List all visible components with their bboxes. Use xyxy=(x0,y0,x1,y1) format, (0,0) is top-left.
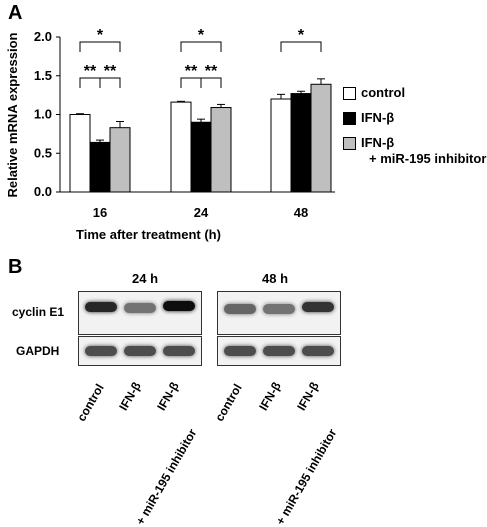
blot-time-24h: 24 h xyxy=(132,271,158,286)
y-axis-title: Relative mRNA expression xyxy=(5,32,20,197)
x-axis-title: Time after treatment (h) xyxy=(76,227,487,242)
band-cyclin-24-ifn-inhibitor xyxy=(163,301,195,311)
x-tick-label-48: 48 xyxy=(294,205,308,220)
bar-48-s2 xyxy=(311,84,331,192)
legend-item-control: control xyxy=(343,86,486,108)
lane-label-48-ifn: IFN-β xyxy=(257,380,284,414)
lane-label-48-control: control xyxy=(213,382,245,424)
sig-label-1: ** xyxy=(84,63,97,80)
panel-b-label: B xyxy=(8,256,22,279)
x-tick-label-24: 24 xyxy=(194,205,209,220)
legend-swatch-ifn-inhibitor xyxy=(343,137,356,150)
legend-swatch-control xyxy=(343,87,356,100)
y-tick-label-3: 1.5 xyxy=(34,68,52,83)
sig-label-3: * xyxy=(198,27,205,44)
legend-label-ifn: IFN-β xyxy=(361,110,394,125)
blot-time-48h: 48 h xyxy=(262,271,288,286)
sig-label-5: ** xyxy=(205,63,218,80)
blot-row-label-cyclin: cyclin E1 xyxy=(12,305,64,319)
band-cyclin-48-control xyxy=(224,304,256,314)
bar-24-s1 xyxy=(191,122,211,192)
band-gapdh-48-ifn-inhibitor xyxy=(302,346,334,356)
band-gapdh-24-ifn-inhibitor xyxy=(163,346,195,356)
lane-label-24-ifn: IFN-β xyxy=(117,380,144,414)
y-tick-label-1: 0.5 xyxy=(34,145,52,160)
legend-item-ifn: IFN-β xyxy=(343,111,486,133)
sig-label-6: * xyxy=(298,27,305,44)
band-cyclin-24-ifn xyxy=(124,303,156,313)
sig-label-0: * xyxy=(97,27,104,44)
sig-label-2: ** xyxy=(104,63,117,80)
band-gapdh-48-ifn xyxy=(263,346,295,356)
band-cyclin-48-ifn xyxy=(263,304,295,314)
band-cyclin-48-ifn-inhibitor xyxy=(302,302,334,312)
lane-label-24-control: control xyxy=(75,382,107,424)
legend-label-ifn-inhibitor-line1: IFN-β xyxy=(361,135,394,150)
lane-label-48-ifn-inhibitor-2: + miR-195 inhibitor xyxy=(273,427,339,527)
blot-cyclin-48h xyxy=(217,291,341,335)
bar-24-s2 xyxy=(211,108,231,192)
lane-label-24-ifn-inhibitor-1: IFN-β xyxy=(155,380,182,414)
lane-label-48-ifn-inhibitor-1: IFN-β xyxy=(295,380,322,414)
band-gapdh-24-ifn xyxy=(124,346,156,356)
bar-16-s1 xyxy=(90,142,110,192)
chart-legend: control IFN-β IFN-β + miR-195 inhibitor xyxy=(343,86,486,175)
bar-48-s1 xyxy=(291,94,311,192)
legend-swatch-ifn xyxy=(343,112,356,125)
band-cyclin-24-control xyxy=(85,302,117,312)
bar-24-s0 xyxy=(171,102,191,192)
blot-gapdh-24h xyxy=(78,336,202,366)
band-gapdh-48-control xyxy=(224,346,256,356)
blot-cyclin-24h xyxy=(78,291,202,335)
legend-item-ifn-inhibitor: IFN-β + miR-195 inhibitor xyxy=(343,136,486,172)
band-gapdh-24-control xyxy=(85,346,117,356)
y-tick-label-2: 1.0 xyxy=(34,107,52,122)
legend-label-ifn-inhibitor-line2: + miR-195 inhibitor xyxy=(369,152,486,166)
x-tick-label-16: 16 xyxy=(93,205,107,220)
bar-16-s0 xyxy=(70,115,90,193)
lane-label-24-ifn-inhibitor-2: + miR-195 inhibitor xyxy=(133,427,199,527)
sig-label-4: ** xyxy=(185,63,198,80)
y-tick-label-0: 0.0 xyxy=(34,184,52,199)
legend-label-control: control xyxy=(361,85,405,100)
blot-gapdh-48h xyxy=(217,336,341,366)
blot-row-label-gapdh: GAPDH xyxy=(16,344,59,358)
y-tick-label-4: 2.0 xyxy=(34,29,52,44)
bar-48-s0 xyxy=(271,99,291,192)
bar-16-s2 xyxy=(110,128,130,192)
